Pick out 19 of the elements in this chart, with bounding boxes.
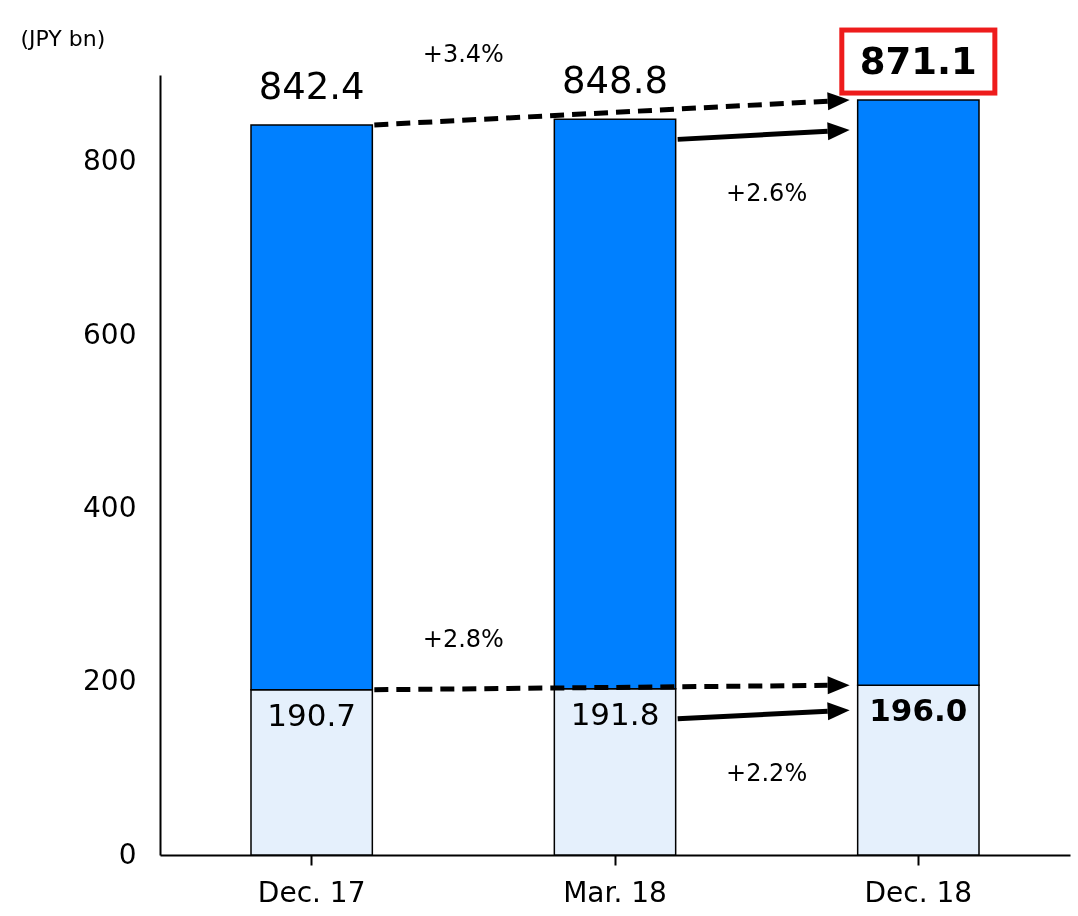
data-label: 191.8: [570, 695, 660, 732]
y-tick-label: 200: [83, 664, 137, 698]
x-tick-label: Dec. 18: [864, 875, 973, 909]
total-label: 871.1: [859, 40, 977, 84]
y-axis-title: (JPY bn): [20, 25, 106, 51]
y-tick-label: 600: [83, 317, 137, 351]
y-tick-label: 400: [83, 490, 137, 524]
x-tick-label: Dec. 17: [257, 875, 366, 909]
y-tick-label: 800: [83, 144, 137, 178]
total-label: 848.8: [562, 59, 668, 103]
text: +3.4%: [422, 40, 504, 69]
data-label: 196.0: [869, 692, 968, 729]
annotation: +2.2%: [726, 758, 808, 787]
x-tick-label: Mar. 18: [563, 875, 667, 909]
data-label: 190.7: [267, 696, 357, 733]
y-tick-label: 0: [118, 837, 137, 871]
annotation: +2.8%: [422, 625, 504, 654]
annotation: +2.6%: [726, 179, 808, 208]
total-label: 842.4: [258, 64, 365, 108]
